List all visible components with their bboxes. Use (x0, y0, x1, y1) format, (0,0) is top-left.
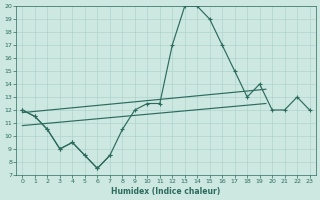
X-axis label: Humidex (Indice chaleur): Humidex (Indice chaleur) (111, 187, 221, 196)
